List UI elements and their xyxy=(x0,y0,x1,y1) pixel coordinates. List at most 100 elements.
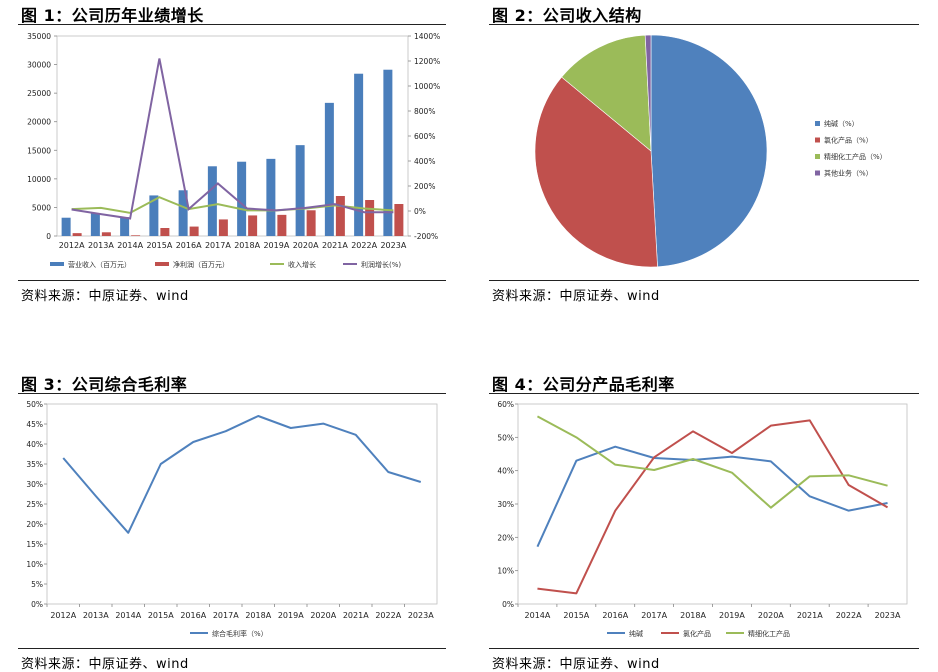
chart1-x-tick-label: 2023A xyxy=(380,241,406,250)
chart1-right-tick-label: 600% xyxy=(414,132,435,141)
chart3-legend-label: 综合毛利率（%） xyxy=(212,629,268,638)
chart1-title: 图 1：公司历年业绩增长 xyxy=(21,6,204,25)
chart1-bar-profit xyxy=(189,226,199,236)
chart1-bar-profit xyxy=(72,233,82,236)
chart1-bar-profit xyxy=(160,228,170,236)
chart4-legend-label: 纯碱 xyxy=(629,629,643,638)
chart4-title: 图 4：公司分产品毛利率 xyxy=(492,375,675,394)
chart3-y-tick-label: 30% xyxy=(26,480,43,489)
chart4-x-tick-label: 2023A xyxy=(875,611,901,620)
chart3-x-tick-label: 2016A xyxy=(180,611,206,620)
chart1-bar-revenue xyxy=(120,217,130,236)
chart3-y-tick-label: 5% xyxy=(31,580,43,589)
chart1-bar-profit xyxy=(306,210,316,236)
chart1-left-tick-label: 35000 xyxy=(27,32,51,41)
chart2-legend-swatch xyxy=(815,170,820,176)
chart2-bottom-rule xyxy=(489,280,919,281)
chart1-x-tick-label: 2016A xyxy=(176,241,202,250)
chart3-x-tick-label: 2022A xyxy=(375,611,401,620)
chart3-x-tick-label: 2019A xyxy=(278,611,304,620)
chart4-series-line xyxy=(537,419,889,595)
chart1-x-tick-label: 2022A xyxy=(351,241,377,250)
chart3-x-tick-label: 2013A xyxy=(83,611,109,620)
chart1-legend-label: 营业收入（百万元） xyxy=(68,260,131,269)
chart1-bar-profit xyxy=(131,235,141,236)
chart4-x-tick-label: 2015A xyxy=(563,611,589,620)
chart1-bar-profit xyxy=(335,196,345,236)
chart3-x-tick-label: 2018A xyxy=(245,611,271,620)
chart2-pie-slice xyxy=(650,34,768,268)
chart1-bar-profit xyxy=(365,200,375,236)
chart2-source: 资料来源：中原证券、wind xyxy=(492,289,660,304)
chart2-pie-slice xyxy=(534,76,658,268)
chart4-y-tick-label: 50% xyxy=(497,433,514,442)
chart4-series-line xyxy=(536,445,888,548)
chart1-x-tick-label: 2019A xyxy=(263,241,289,250)
chart4-x-tick-label: 2022A xyxy=(836,611,862,620)
chart4-title-rule xyxy=(489,393,919,394)
chart1-right-tick-label: 200% xyxy=(414,182,435,191)
chart2-legend-label: 精细化工产品（%） xyxy=(824,152,887,161)
chart1-x-tick-label: 2012A xyxy=(59,241,85,250)
chart4-plot-frame xyxy=(517,403,908,605)
chart3-plot-frame xyxy=(46,403,438,605)
chart1-source: 资料来源：中原证券、wind xyxy=(21,289,189,304)
chart3-y-tick-label: 15% xyxy=(26,540,43,549)
chart3-x-tick-label: 2017A xyxy=(213,611,239,620)
chart1-right-tick-label: 1000% xyxy=(414,82,440,91)
chart3-bottom-rule xyxy=(18,648,446,649)
chart1-left-tick-label: 5000 xyxy=(32,203,51,212)
chart3-title-rule xyxy=(18,393,446,394)
chart1-right-tick-label: 1200% xyxy=(414,57,440,66)
chart4-legend-label: 氯化产品 xyxy=(683,629,711,638)
chart1-x-tick-label: 2020A xyxy=(293,241,319,250)
chart4-y-tick-label: 0% xyxy=(502,600,514,609)
chart1-legend-swatch xyxy=(155,262,169,266)
chart2-legend-swatch xyxy=(815,154,820,159)
chart2-legend-label: 氯化产品（%） xyxy=(824,136,873,145)
chart1-bar-revenue xyxy=(61,217,71,236)
chart1-bar-revenue xyxy=(383,69,393,236)
chart1-x-tick-label: 2021A xyxy=(322,241,348,250)
chart3-series-line xyxy=(62,415,422,534)
chart1-left-tick-label: 20000 xyxy=(27,118,51,127)
chart1-left-tick-label: 30000 xyxy=(27,61,51,70)
chart4-bottom-rule xyxy=(489,648,919,649)
chart4-x-tick-label: 2017A xyxy=(641,611,667,620)
chart1-bar-profit xyxy=(218,219,228,236)
chart3-y-tick-label: 35% xyxy=(26,460,43,469)
chart3-title: 图 3：公司综合毛利率 xyxy=(21,375,188,394)
chart3-x-tick-label: 2014A xyxy=(115,611,141,620)
chart2-legend-label: 纯碱（%） xyxy=(824,119,859,128)
chart1-title-rule xyxy=(18,24,446,25)
chart1-bar-profit xyxy=(248,215,258,236)
chart2-title: 图 2：公司收入结构 xyxy=(492,6,642,25)
chart1-bar-revenue xyxy=(207,166,217,236)
chart2-legend-swatch xyxy=(815,137,820,143)
chart2-legend-label: 其他业务（%） xyxy=(824,169,873,178)
chart1-bar-revenue xyxy=(324,102,334,236)
chart1-bar-revenue xyxy=(149,195,159,236)
chart1-bar-profit xyxy=(101,232,111,236)
chart1-bar-profit xyxy=(277,214,287,236)
chart4-legend-label: 精细化工产品 xyxy=(748,629,790,638)
chart1-left-tick-label: 10000 xyxy=(27,175,51,184)
chart1-x-tick-label: 2018A xyxy=(234,241,260,250)
chart1-legend-label: 净利润（百万元） xyxy=(173,260,229,269)
chart4-y-tick-label: 60% xyxy=(497,400,514,409)
chart3-y-tick-label: 25% xyxy=(26,500,43,509)
chart3-x-tick-label: 2023A xyxy=(408,611,434,620)
chart4-series-line xyxy=(536,415,888,509)
chart1-bar-revenue xyxy=(354,73,364,236)
chart1-right-tick-label: 0% xyxy=(414,207,426,216)
chart1-left-tick-label: 0 xyxy=(46,232,51,241)
chart3-x-tick-label: 2012A xyxy=(50,611,76,620)
chart4-x-tick-label: 2016A xyxy=(602,611,628,620)
chart1-line-profit-growth xyxy=(71,58,394,220)
chart1-left-tick-label: 15000 xyxy=(27,146,51,155)
chart2-pie-slice xyxy=(644,34,652,152)
chart3-y-tick-label: 50% xyxy=(26,400,43,409)
chart1-right-tick-label: -200% xyxy=(414,232,438,241)
chart1-legend-label: 利润增长(%) xyxy=(361,260,401,269)
